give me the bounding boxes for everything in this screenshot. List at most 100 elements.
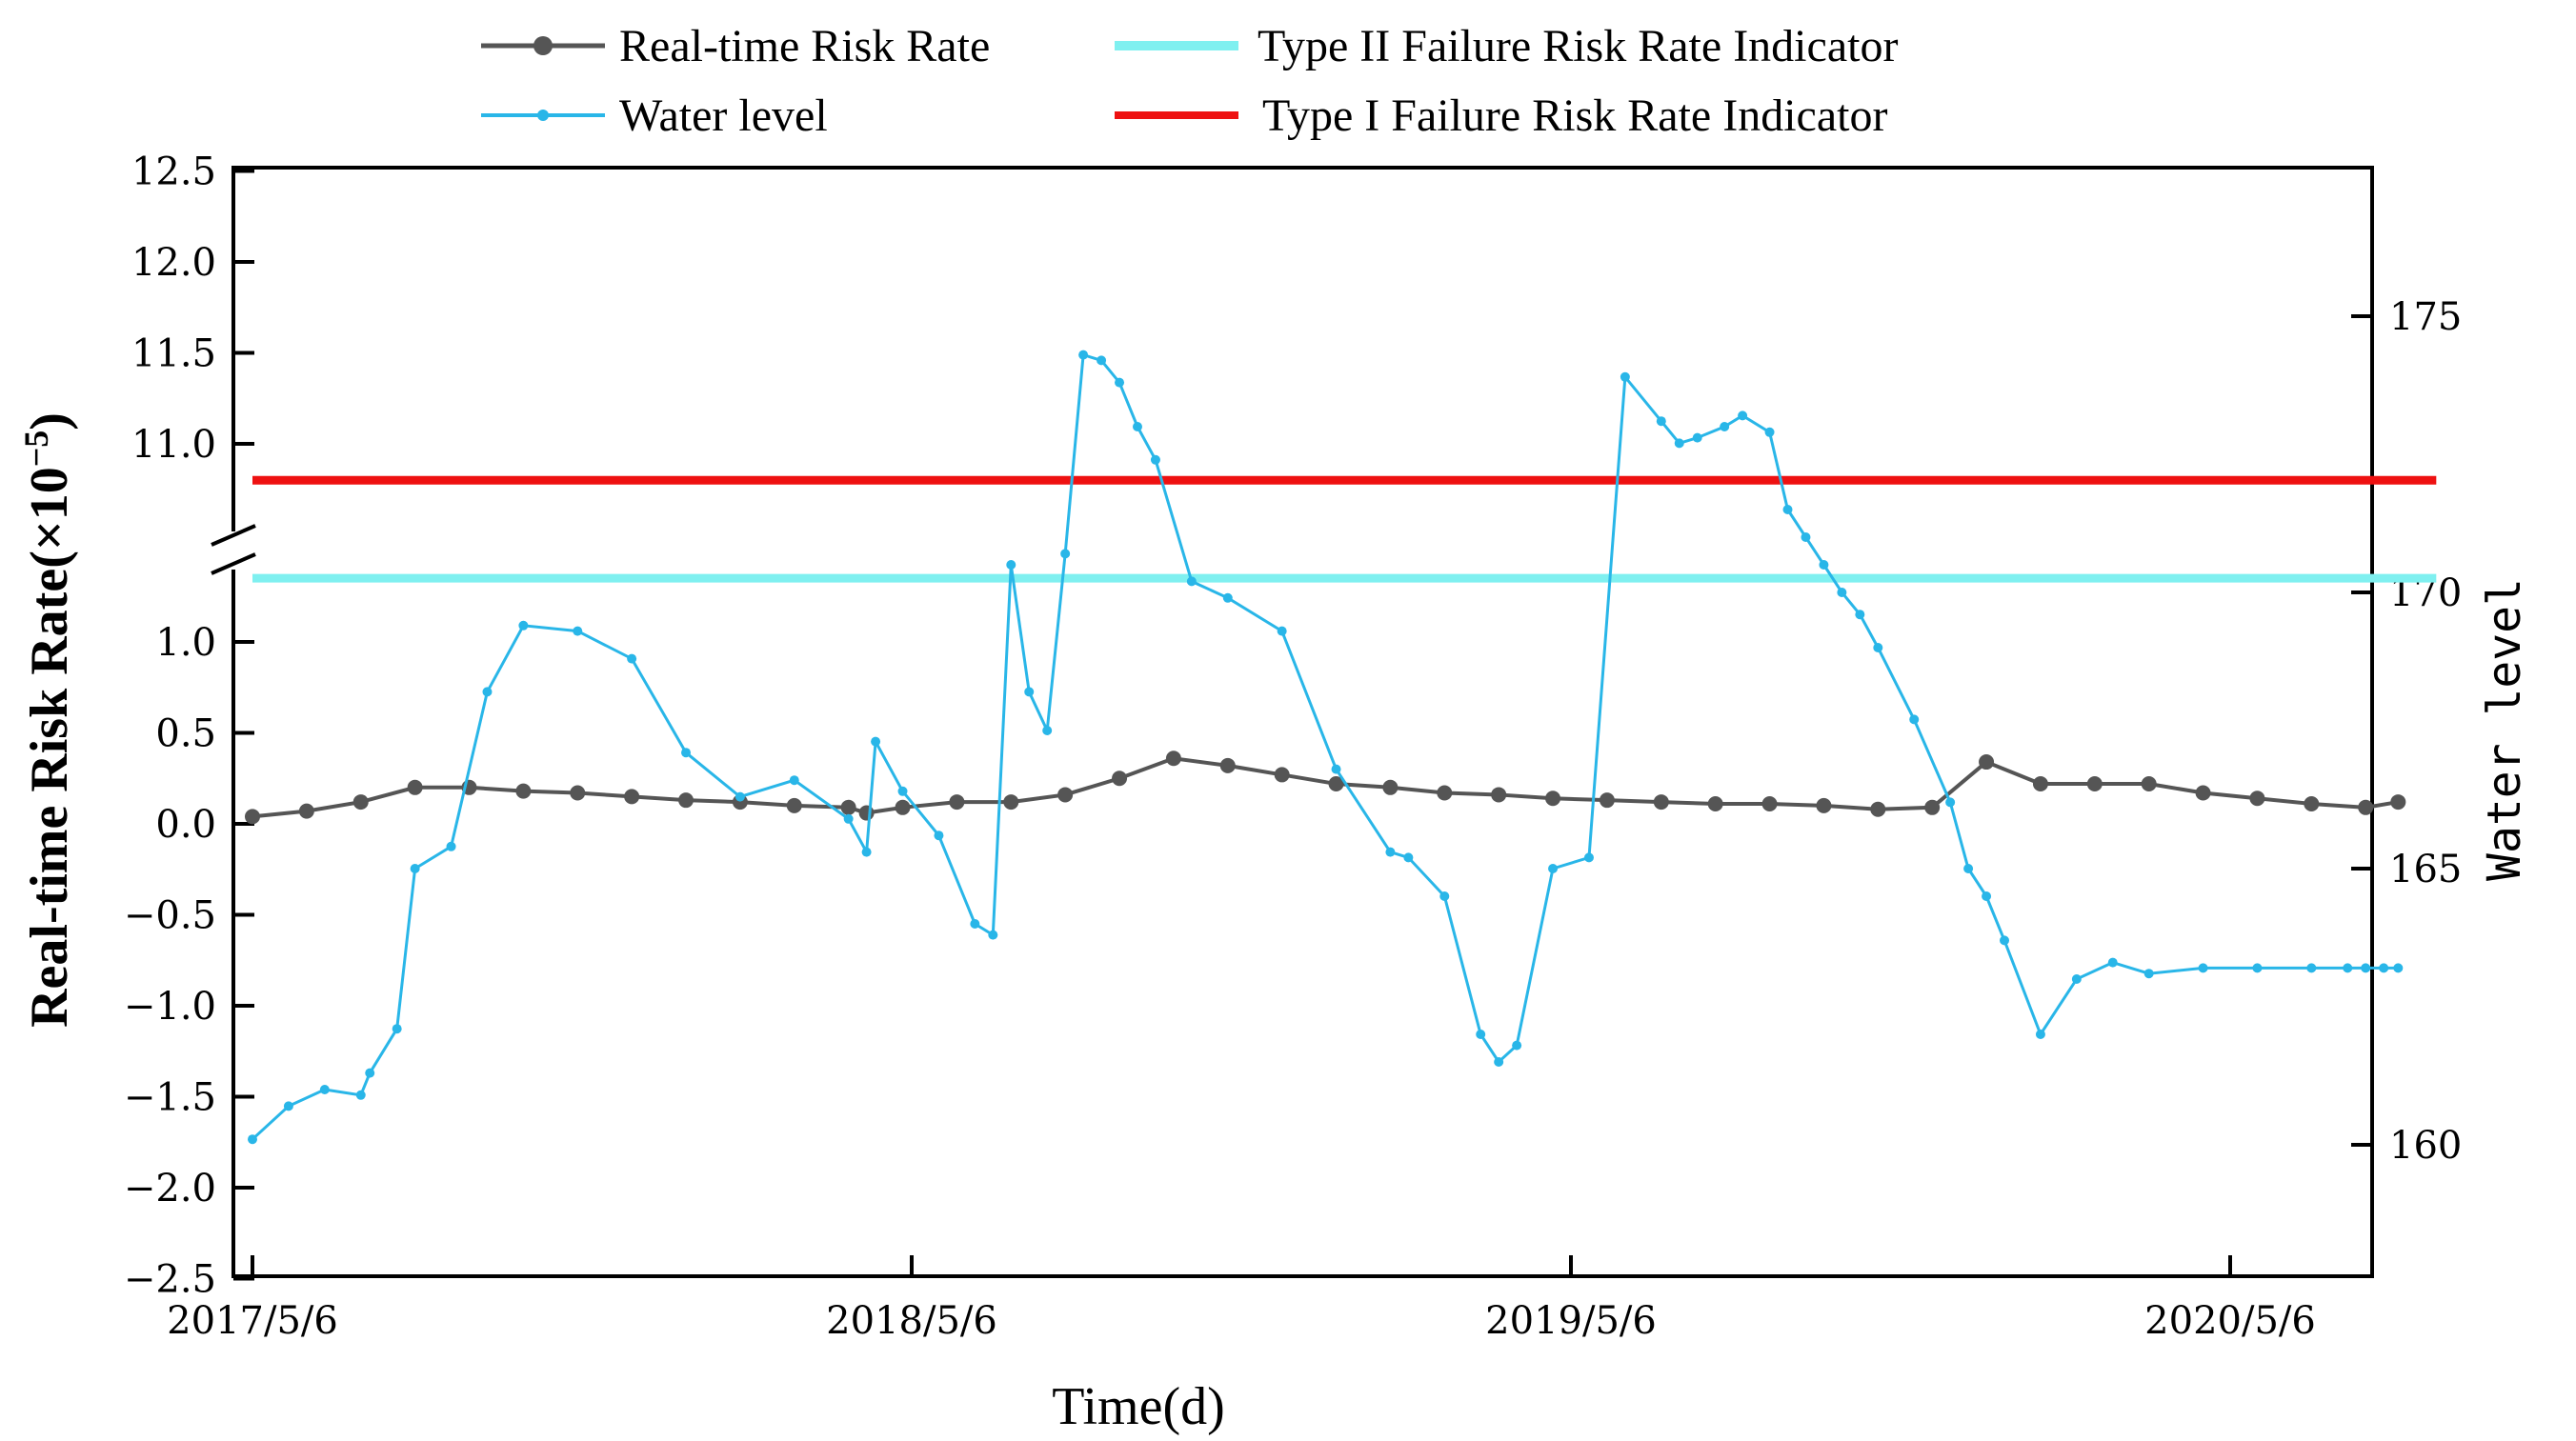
y-left-tick-label: 12.5	[131, 150, 216, 194]
water-level-point	[897, 786, 908, 796]
legend-label-water: Water level	[619, 90, 828, 141]
x-tick-label: 2020/5/6	[2144, 1299, 2316, 1343]
water-level-point	[871, 736, 881, 747]
legend: Real-time Risk Rate Water level Type II …	[481, 21, 1898, 141]
risk-rate-point	[2390, 794, 2406, 811]
risk-rate-point	[1003, 794, 1019, 811]
y-left-title-exponent: −5	[17, 430, 55, 468]
water-level-point	[934, 831, 944, 841]
water-level-point	[1277, 626, 1287, 636]
risk-rate-point	[1979, 754, 1995, 771]
y-right-axis-title: Water level	[2478, 578, 2531, 881]
water-level-point	[2379, 963, 2389, 973]
water-level-point	[518, 620, 529, 630]
legend-item-type2: Type II Failure Risk Rate Indicator	[1115, 21, 1898, 71]
water-level-point	[1512, 1040, 1522, 1051]
risk-rate-point	[352, 794, 369, 811]
tick-layer: −2.5 −2.0 −1.5 −1.0 −0.5 0.0 0.5 1.0 11.0 11.5 12.…	[124, 150, 2463, 1344]
risk-rate-point	[1491, 787, 1507, 803]
y-left-tick-label: 11.0	[131, 423, 216, 467]
legend-item-risk: Real-time Risk Rate	[481, 21, 990, 71]
water-level-point	[355, 1090, 366, 1100]
risk-rate-point	[1328, 775, 1344, 791]
water-level-point	[1403, 852, 1414, 863]
water-level-point	[1006, 560, 1016, 570]
y-right-tick-label: 160	[2389, 1124, 2462, 1168]
water-level-point	[1115, 377, 1125, 388]
risk-rate-point	[1653, 794, 1669, 811]
risk-rate-point	[678, 792, 694, 809]
water-level-point	[1078, 350, 1089, 360]
water-level-point	[1738, 410, 1748, 421]
water-level-point	[2035, 1030, 2045, 1039]
water-level-point	[1150, 454, 1160, 465]
water-level-point	[970, 919, 980, 929]
water-level-point	[1385, 847, 1396, 857]
water-level-point	[1837, 588, 1847, 597]
water-level-point	[1476, 1030, 1486, 1039]
risk-rate-point	[245, 809, 260, 825]
risk-rate-point	[2249, 791, 2265, 807]
x-axis-title: Time(d)	[1052, 1377, 1225, 1436]
water-level-line	[251, 352, 2399, 1141]
plot-area	[231, 166, 2374, 1278]
water-level-point	[248, 1134, 257, 1145]
water-level-point	[1819, 560, 1829, 570]
legend-label-type1: Type I Failure Risk Rate Indicator	[1262, 90, 1887, 141]
water-level-point	[1656, 416, 1666, 427]
y-left-tick-label: 1.0	[155, 621, 216, 665]
water-level-point	[1909, 714, 1920, 725]
water-level-point	[2393, 963, 2404, 973]
risk-rate-point	[1057, 787, 1074, 803]
water-level-point	[861, 847, 872, 857]
water-level-point	[283, 1101, 293, 1111]
water-level-point	[843, 813, 854, 824]
water-level-point	[1855, 610, 1865, 620]
y-right-tick-label: 165	[2389, 848, 2462, 891]
water-level-point	[1945, 797, 1956, 808]
risk-rate-point	[1219, 757, 1236, 773]
water-level-point	[1494, 1057, 1504, 1067]
y-left-tick-label: 11.5	[131, 332, 216, 376]
risk-rate-point	[1545, 791, 1561, 807]
water-level-point	[1097, 355, 1107, 366]
risk-rate-point	[895, 799, 911, 815]
risk-rate-point	[1707, 795, 1723, 811]
water-level-point	[446, 841, 456, 851]
water-level-point	[410, 864, 420, 873]
series-layer	[245, 350, 2437, 1145]
water-level-point	[2361, 963, 2371, 973]
y-left-title-close: )	[20, 412, 79, 430]
water-level-point	[1331, 764, 1341, 774]
water-level-point	[1764, 427, 1775, 437]
y-right-tick-label: 175	[2389, 295, 2462, 339]
risk-rate-point	[949, 794, 965, 811]
risk-rate-point	[1382, 779, 1399, 795]
water-level-point	[2343, 963, 2353, 973]
y-left-tick-label: −2.5	[124, 1258, 216, 1302]
water-level-point	[392, 1024, 402, 1034]
legend-label-type2: Type II Failure Risk Rate Indicator	[1258, 21, 1898, 71]
water-level-point	[789, 775, 799, 786]
water-level-point	[2000, 935, 2010, 946]
water-level-point	[1548, 864, 1559, 873]
water-level-point	[681, 748, 692, 758]
water-level-point	[319, 1085, 330, 1094]
water-level-point	[627, 653, 637, 664]
water-level-point	[365, 1068, 375, 1078]
risk-rate-point	[858, 805, 875, 821]
x-tick-label: 2019/5/6	[1485, 1299, 1657, 1343]
risk-rate-point	[1165, 751, 1181, 767]
water-level-point	[1186, 576, 1197, 587]
risk-rate-point	[2032, 775, 2048, 791]
risk-rate-point	[515, 783, 532, 799]
water-level-point	[1873, 643, 1883, 652]
risk-rate-point	[1599, 792, 1615, 809]
y-left-tick-label: 12.0	[131, 241, 216, 285]
y-left-tick-label: −0.5	[124, 894, 216, 938]
risk-rate-point	[1870, 801, 1886, 817]
risk-rate-point	[298, 803, 314, 819]
axis-break	[211, 524, 256, 575]
water-level-point	[2252, 963, 2263, 973]
y-left-axis-title: Real-time Risk Rate(×10−5)	[17, 412, 79, 1028]
